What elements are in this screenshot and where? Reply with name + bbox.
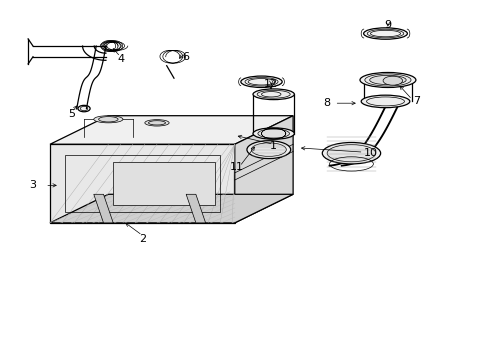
Ellipse shape xyxy=(251,143,286,157)
Text: 5: 5 xyxy=(68,109,75,119)
Ellipse shape xyxy=(326,145,375,162)
Ellipse shape xyxy=(261,91,281,97)
Ellipse shape xyxy=(257,129,289,138)
Ellipse shape xyxy=(78,105,90,112)
Polygon shape xyxy=(50,194,292,223)
Polygon shape xyxy=(186,194,205,223)
Ellipse shape xyxy=(363,28,407,39)
Ellipse shape xyxy=(99,117,118,122)
Ellipse shape xyxy=(148,121,165,125)
Text: 3: 3 xyxy=(29,180,37,190)
Text: 12: 12 xyxy=(264,78,278,89)
Ellipse shape xyxy=(382,76,402,85)
Ellipse shape xyxy=(252,89,294,100)
Text: 1: 1 xyxy=(270,141,277,151)
Ellipse shape xyxy=(361,95,409,108)
Ellipse shape xyxy=(246,141,290,158)
Text: 8: 8 xyxy=(323,98,330,108)
Ellipse shape xyxy=(322,143,380,164)
Ellipse shape xyxy=(94,116,122,123)
Polygon shape xyxy=(94,194,113,223)
Ellipse shape xyxy=(252,128,294,139)
Polygon shape xyxy=(113,162,215,205)
Text: 7: 7 xyxy=(413,96,420,107)
Ellipse shape xyxy=(144,120,169,126)
Ellipse shape xyxy=(241,76,282,87)
Text: 10: 10 xyxy=(363,148,377,158)
Ellipse shape xyxy=(359,72,415,87)
Ellipse shape xyxy=(257,90,289,98)
Text: 6: 6 xyxy=(183,52,189,62)
Polygon shape xyxy=(50,116,292,144)
Text: 4: 4 xyxy=(117,54,124,64)
Polygon shape xyxy=(234,116,292,223)
Text: 2: 2 xyxy=(139,234,145,244)
Polygon shape xyxy=(50,144,234,223)
Ellipse shape xyxy=(364,74,410,86)
Text: 11: 11 xyxy=(230,162,244,172)
Text: 9: 9 xyxy=(384,19,391,30)
Ellipse shape xyxy=(369,75,406,85)
